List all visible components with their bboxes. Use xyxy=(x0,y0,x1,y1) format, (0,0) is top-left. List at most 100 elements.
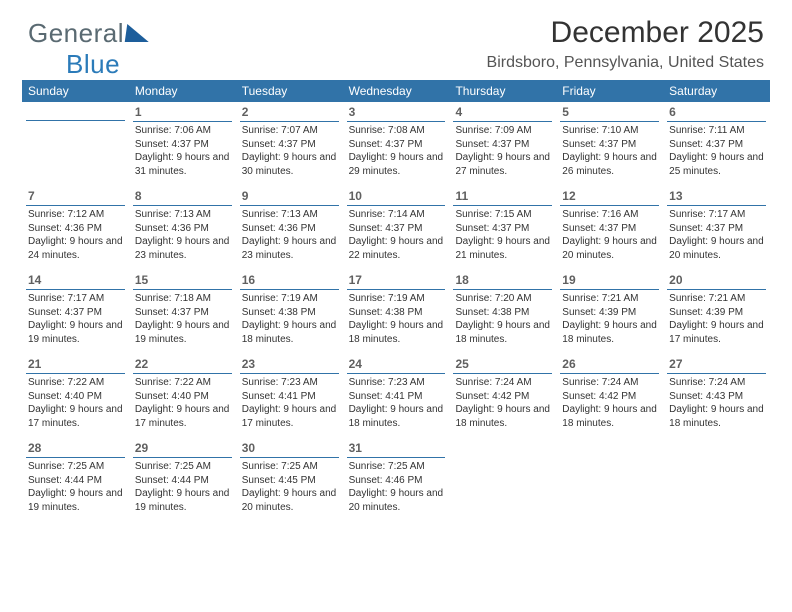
sunset-text: Sunset: 4:37 PM xyxy=(562,222,657,236)
day-cell: 13 Sunrise: 7:17 AMSunset: 4:37 PMDayligh… xyxy=(663,186,770,270)
day-cell: 2Sunrise: 7:07 AMSunset: 4:37 PMDaylight… xyxy=(236,102,343,186)
daylight-text: Daylight: 9 hours and 25 minutes. xyxy=(669,151,764,178)
day-info: Sunrise: 7:19 AMSunset: 4:38 PMDaylight:… xyxy=(240,292,339,346)
day-info: Sunrise: 7:25 AMSunset: 4:46 PMDaylight:… xyxy=(347,460,446,514)
sunset-text: Sunset: 4:37 PM xyxy=(135,306,230,320)
logo-triangle-icon xyxy=(125,24,152,42)
sunset-text: Sunset: 4:42 PM xyxy=(455,390,550,404)
daylight-text: Daylight: 9 hours and 18 minutes. xyxy=(562,319,657,346)
weekday-header: Thursday xyxy=(449,80,556,102)
sunrise-text: Sunrise: 7:24 AM xyxy=(669,376,764,390)
day-number: 26 xyxy=(560,354,577,373)
day-cell: 18 Sunrise: 7:20 AMSunset: 4:38 PMDayligh… xyxy=(449,270,556,354)
day-number: 25 xyxy=(453,354,470,373)
day-number xyxy=(26,110,30,115)
day-cell: 17Sunrise: 7:19 AMSunset: 4:38 PMDayligh… xyxy=(343,270,450,354)
day-info: Sunrise: 7:08 AMSunset: 4:37 PMDaylight:… xyxy=(347,124,446,178)
day-info: Sunrise: 7:17 AMSunset: 4:37 PMDaylight:… xyxy=(667,208,766,262)
daylight-text: Daylight: 9 hours and 18 minutes. xyxy=(455,319,550,346)
daylight-text: Daylight: 9 hours and 18 minutes. xyxy=(455,403,550,430)
sunset-text: Sunset: 4:37 PM xyxy=(28,306,123,320)
sunset-text: Sunset: 4:38 PM xyxy=(455,306,550,320)
weekday-header: Friday xyxy=(556,80,663,102)
sunset-text: Sunset: 4:37 PM xyxy=(349,138,444,152)
sunset-text: Sunset: 4:42 PM xyxy=(562,390,657,404)
daylight-text: Daylight: 9 hours and 18 minutes. xyxy=(242,319,337,346)
sunrise-text: Sunrise: 7:19 AM xyxy=(242,292,337,306)
day-info: Sunrise: 7:25 AMSunset: 4:44 PMDaylight:… xyxy=(133,460,232,514)
daylight-text: Daylight: 9 hours and 19 minutes. xyxy=(28,487,123,514)
weekday-header: Tuesday xyxy=(236,80,343,102)
sunrise-text: Sunrise: 7:07 AM xyxy=(242,124,337,138)
day-info: Sunrise: 7:16 AMSunset: 4:37 PMDaylight:… xyxy=(560,208,659,262)
day-number: 18 xyxy=(453,270,470,289)
day-number: 13 xyxy=(667,186,684,205)
day-number: 12 xyxy=(560,186,577,205)
day-info: Sunrise: 7:10 AMSunset: 4:37 PMDaylight:… xyxy=(560,124,659,178)
sunrise-text: Sunrise: 7:19 AM xyxy=(349,292,444,306)
day-number: 19 xyxy=(560,270,577,289)
day-cell: 23Sunrise: 7:23 AMSunset: 4:41 PMDayligh… xyxy=(236,354,343,438)
daylight-text: Daylight: 9 hours and 20 minutes. xyxy=(349,487,444,514)
sunset-text: Sunset: 4:38 PM xyxy=(349,306,444,320)
sunset-text: Sunset: 4:37 PM xyxy=(242,138,337,152)
day-info: Sunrise: 7:20 AMSunset: 4:38 PMDaylight:… xyxy=(453,292,552,346)
day-cell: 22Sunrise: 7:22 AMSunset: 4:40 PMDayligh… xyxy=(129,354,236,438)
day-number: 21 xyxy=(26,354,43,373)
week-row: 14Sunrise: 7:17 AMSunset: 4:37 PMDayligh… xyxy=(22,270,770,354)
sunrise-text: Sunrise: 7:09 AM xyxy=(455,124,550,138)
week-row: 1Sunrise: 7:06 AMSunset: 4:37 PMDaylight… xyxy=(22,102,770,186)
sunset-text: Sunset: 4:44 PM xyxy=(135,474,230,488)
sunrise-text: Sunrise: 7:24 AM xyxy=(562,376,657,390)
daylight-text: Daylight: 9 hours and 31 minutes. xyxy=(135,151,230,178)
sunrise-text: Sunrise: 7:17 AM xyxy=(28,292,123,306)
daylight-text: Daylight: 9 hours and 22 minutes. xyxy=(349,235,444,262)
day-number xyxy=(560,446,564,451)
sunset-text: Sunset: 4:40 PM xyxy=(28,390,123,404)
day-info: Sunrise: 7:15 AMSunset: 4:37 PMDaylight:… xyxy=(453,208,552,262)
day-cell: 27 Sunrise: 7:24 AMSunset: 4:43 PMDayligh… xyxy=(663,354,770,438)
day-cell: 10 Sunrise: 7:14 AMSunset: 4:37 PMDayligh… xyxy=(343,186,450,270)
day-number: 10 xyxy=(347,186,364,205)
sunrise-text: Sunrise: 7:15 AM xyxy=(455,208,550,222)
weekday-header: Wednesday xyxy=(343,80,450,102)
day-cell: 15Sunrise: 7:18 AMSunset: 4:37 PMDayligh… xyxy=(129,270,236,354)
sunset-text: Sunset: 4:44 PM xyxy=(28,474,123,488)
sunrise-text: Sunrise: 7:21 AM xyxy=(562,292,657,306)
logo-word-a: General xyxy=(28,18,124,48)
sunrise-text: Sunrise: 7:24 AM xyxy=(455,376,550,390)
day-cell xyxy=(663,438,770,522)
daylight-text: Daylight: 9 hours and 30 minutes. xyxy=(242,151,337,178)
day-info: Sunrise: 7:24 AMSunset: 4:42 PMDaylight:… xyxy=(560,376,659,430)
day-cell: 12 Sunrise: 7:16 AMSunset: 4:37 PMDayligh… xyxy=(556,186,663,270)
day-number: 9 xyxy=(240,186,251,205)
daylight-text: Daylight: 9 hours and 20 minutes. xyxy=(242,487,337,514)
sunrise-text: Sunrise: 7:06 AM xyxy=(135,124,230,138)
day-cell: 4Sunrise: 7:09 AMSunset: 4:37 PMDaylight… xyxy=(449,102,556,186)
day-number: 5 xyxy=(560,102,571,121)
day-info: Sunrise: 7:22 AMSunset: 4:40 PMDaylight:… xyxy=(26,376,125,430)
day-info: Sunrise: 7:14 AMSunset: 4:37 PMDaylight:… xyxy=(347,208,446,262)
logo-word-b: Blue xyxy=(66,49,120,79)
sunrise-text: Sunrise: 7:22 AM xyxy=(135,376,230,390)
day-cell: 7Sunrise: 7:12 AMSunset: 4:36 PMDaylight… xyxy=(22,186,129,270)
day-cell: 19Sunrise: 7:21 AMSunset: 4:39 PMDayligh… xyxy=(556,270,663,354)
sunset-text: Sunset: 4:37 PM xyxy=(135,138,230,152)
daylight-text: Daylight: 9 hours and 17 minutes. xyxy=(242,403,337,430)
day-number: 8 xyxy=(133,186,144,205)
day-info: Sunrise: 7:17 AMSunset: 4:37 PMDaylight:… xyxy=(26,292,125,346)
day-number xyxy=(667,446,671,451)
day-number: 14 xyxy=(26,270,43,289)
daylight-text: Daylight: 9 hours and 20 minutes. xyxy=(562,235,657,262)
daylight-text: Daylight: 9 hours and 19 minutes. xyxy=(135,319,230,346)
day-cell: 31Sunrise: 7:25 AMSunset: 4:46 PMDayligh… xyxy=(343,438,450,522)
day-info: Sunrise: 7:09 AMSunset: 4:37 PMDaylight:… xyxy=(453,124,552,178)
sunrise-text: Sunrise: 7:20 AM xyxy=(455,292,550,306)
sunset-text: Sunset: 4:40 PM xyxy=(135,390,230,404)
daylight-text: Daylight: 9 hours and 20 minutes. xyxy=(669,235,764,262)
sunrise-text: Sunrise: 7:23 AM xyxy=(349,376,444,390)
day-cell xyxy=(556,438,663,522)
day-number: 27 xyxy=(667,354,684,373)
day-info: Sunrise: 7:24 AMSunset: 4:43 PMDaylight:… xyxy=(667,376,766,430)
day-cell xyxy=(22,102,129,186)
